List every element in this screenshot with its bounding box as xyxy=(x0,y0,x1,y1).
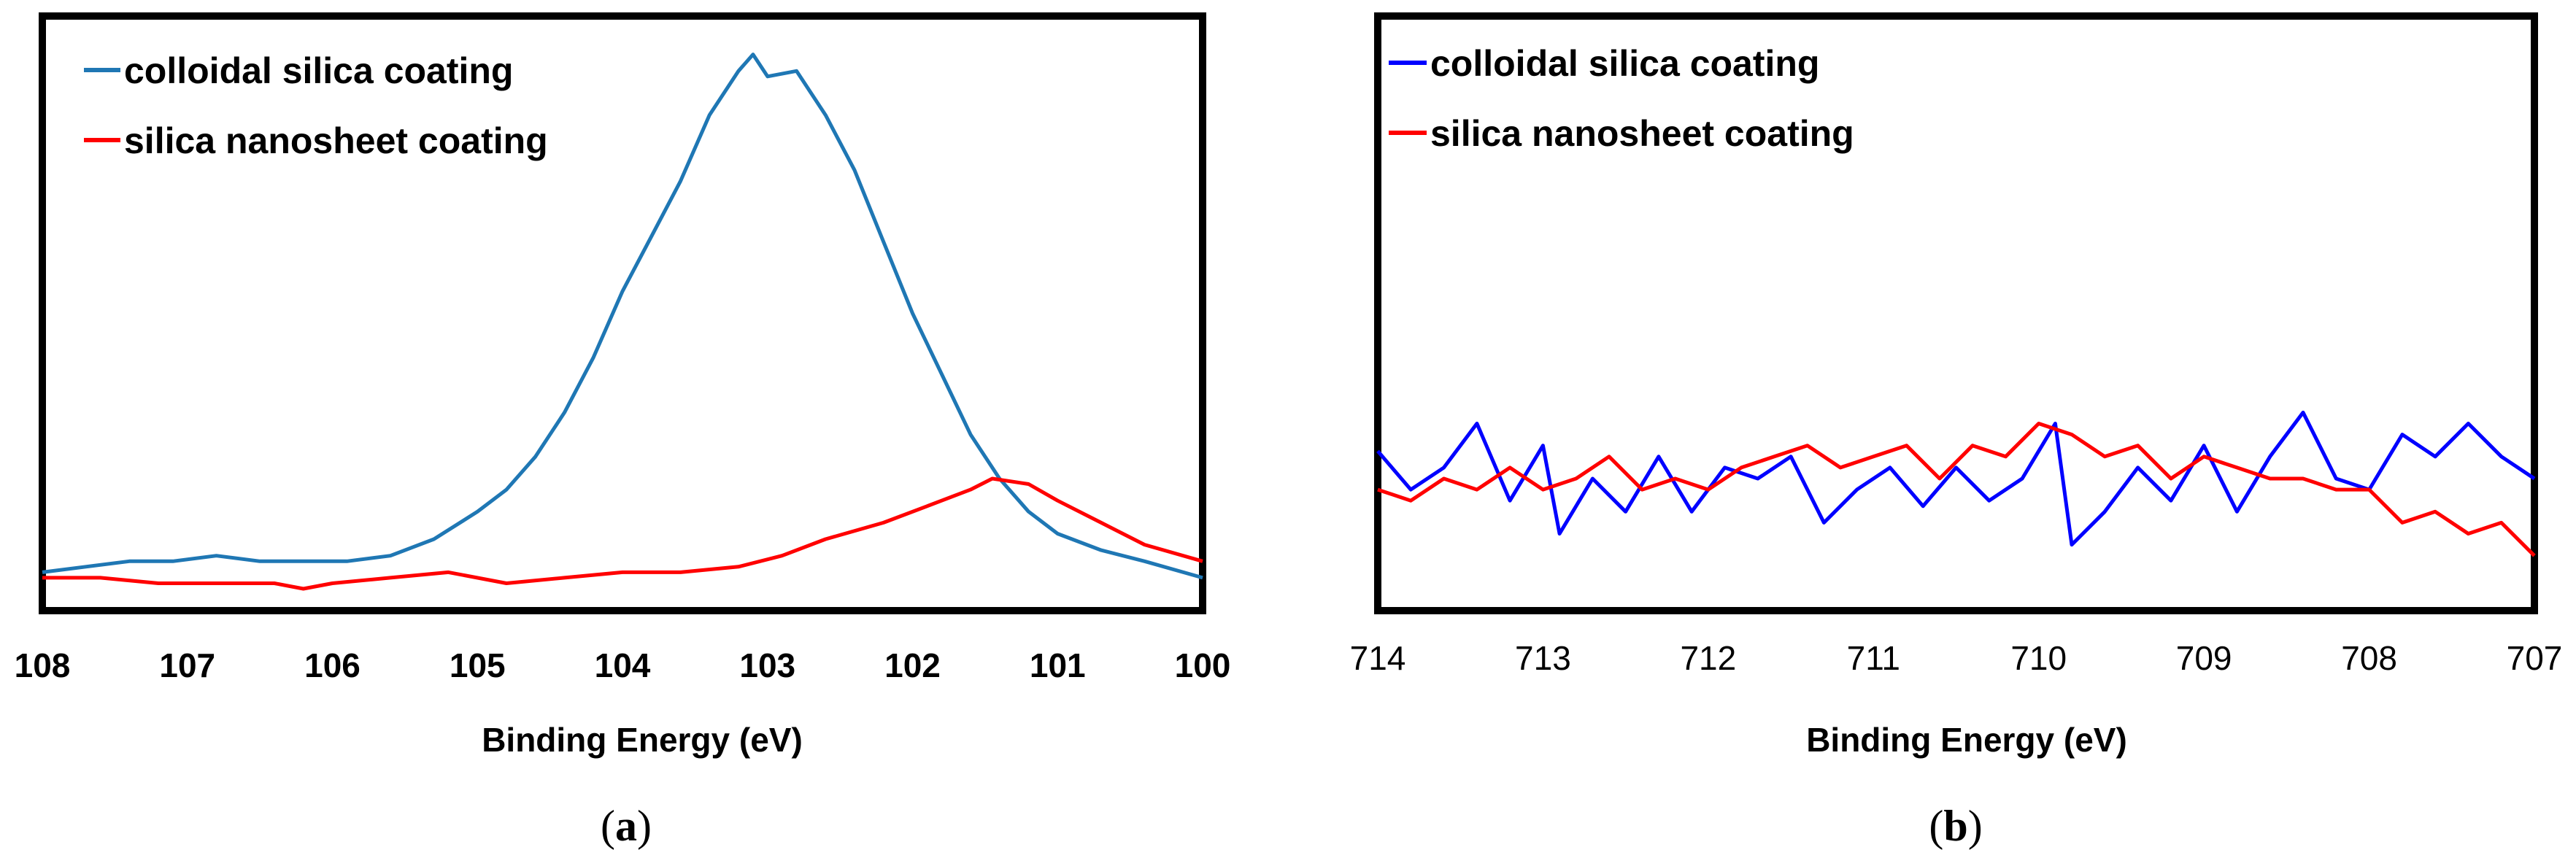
panel-a-x-tick-label: 100 xyxy=(1175,646,1231,684)
panel-b-x-tick-label: 711 xyxy=(1847,639,1900,677)
panel-a-x-tick-label: 101 xyxy=(1030,646,1086,684)
panel-b-series-nanosheet-line xyxy=(1377,422,2536,557)
panel-a-x-axis-title: Binding Energy (eV) xyxy=(482,721,803,759)
panel-b: 714 713 712 711 710 709 708 707 colloidal silic… xyxy=(1350,12,2563,850)
panel-a-x-tick-label: 105 xyxy=(450,646,506,684)
panel-b-x-tick-label: 708 xyxy=(2341,639,2397,677)
panel-b-caption: (b) xyxy=(1929,802,1982,850)
panel-a-caption: (a) xyxy=(601,802,652,850)
panel-a-legend-colloidal-label: colloidal silica coating xyxy=(124,50,513,91)
panel-b-legend-colloidal-label: colloidal silica coating xyxy=(1430,43,1819,84)
panel-a-series-colloidal-line xyxy=(42,53,1203,580)
panel-b-legend: colloidal silica coating silica nanoshee… xyxy=(1389,43,1854,154)
panel-a-x-tick-label: 103 xyxy=(739,646,795,684)
panel-a-x-tick-label: 104 xyxy=(595,646,651,684)
panel-b-x-tick-label: 707 xyxy=(2507,639,2563,677)
panel-a-x-tick-label: 107 xyxy=(159,646,215,684)
panel-b-x-ticks: 714 713 712 711 710 709 708 707 xyxy=(1350,639,2563,677)
panel-a-x-tick-label: 106 xyxy=(304,646,360,684)
panel-a-series-nanosheet-line xyxy=(42,476,1203,591)
panel-b-series-colloidal-line xyxy=(1376,410,2536,547)
panel-b-x-axis-title: Binding Energy (eV) xyxy=(1806,721,2127,759)
panel-b-caption-letter: b xyxy=(1943,802,1967,850)
panel-b-x-tick-label: 709 xyxy=(2176,639,2232,677)
panel-a: 108 107 106 105 104 103 102 101 100 colloidal si… xyxy=(15,12,1231,850)
panel-b-x-tick-label: 710 xyxy=(2010,639,2067,677)
panel-b-x-tick-label: 713 xyxy=(1515,639,1571,677)
panel-a-x-tick-label: 102 xyxy=(884,646,941,684)
panel-b-x-tick-label: 714 xyxy=(1350,639,1406,677)
panel-a-x-ticks: 108 107 106 105 104 103 102 101 100 xyxy=(15,646,1231,684)
panel-a-legend: colloidal silica coating silica nanoshee… xyxy=(84,50,548,161)
panel-b-legend-nanosheet-label: silica nanosheet coating xyxy=(1430,113,1854,154)
panel-a-caption-letter: a xyxy=(615,802,637,850)
panel-a-x-tick-label: 108 xyxy=(15,646,71,684)
panel-b-plot-frame xyxy=(1374,12,2538,614)
panel-b-x-tick-label: 712 xyxy=(1680,639,1736,677)
panel-a-plot-frame xyxy=(39,12,1206,614)
panel-a-legend-nanosheet-label: silica nanosheet coating xyxy=(124,120,548,161)
